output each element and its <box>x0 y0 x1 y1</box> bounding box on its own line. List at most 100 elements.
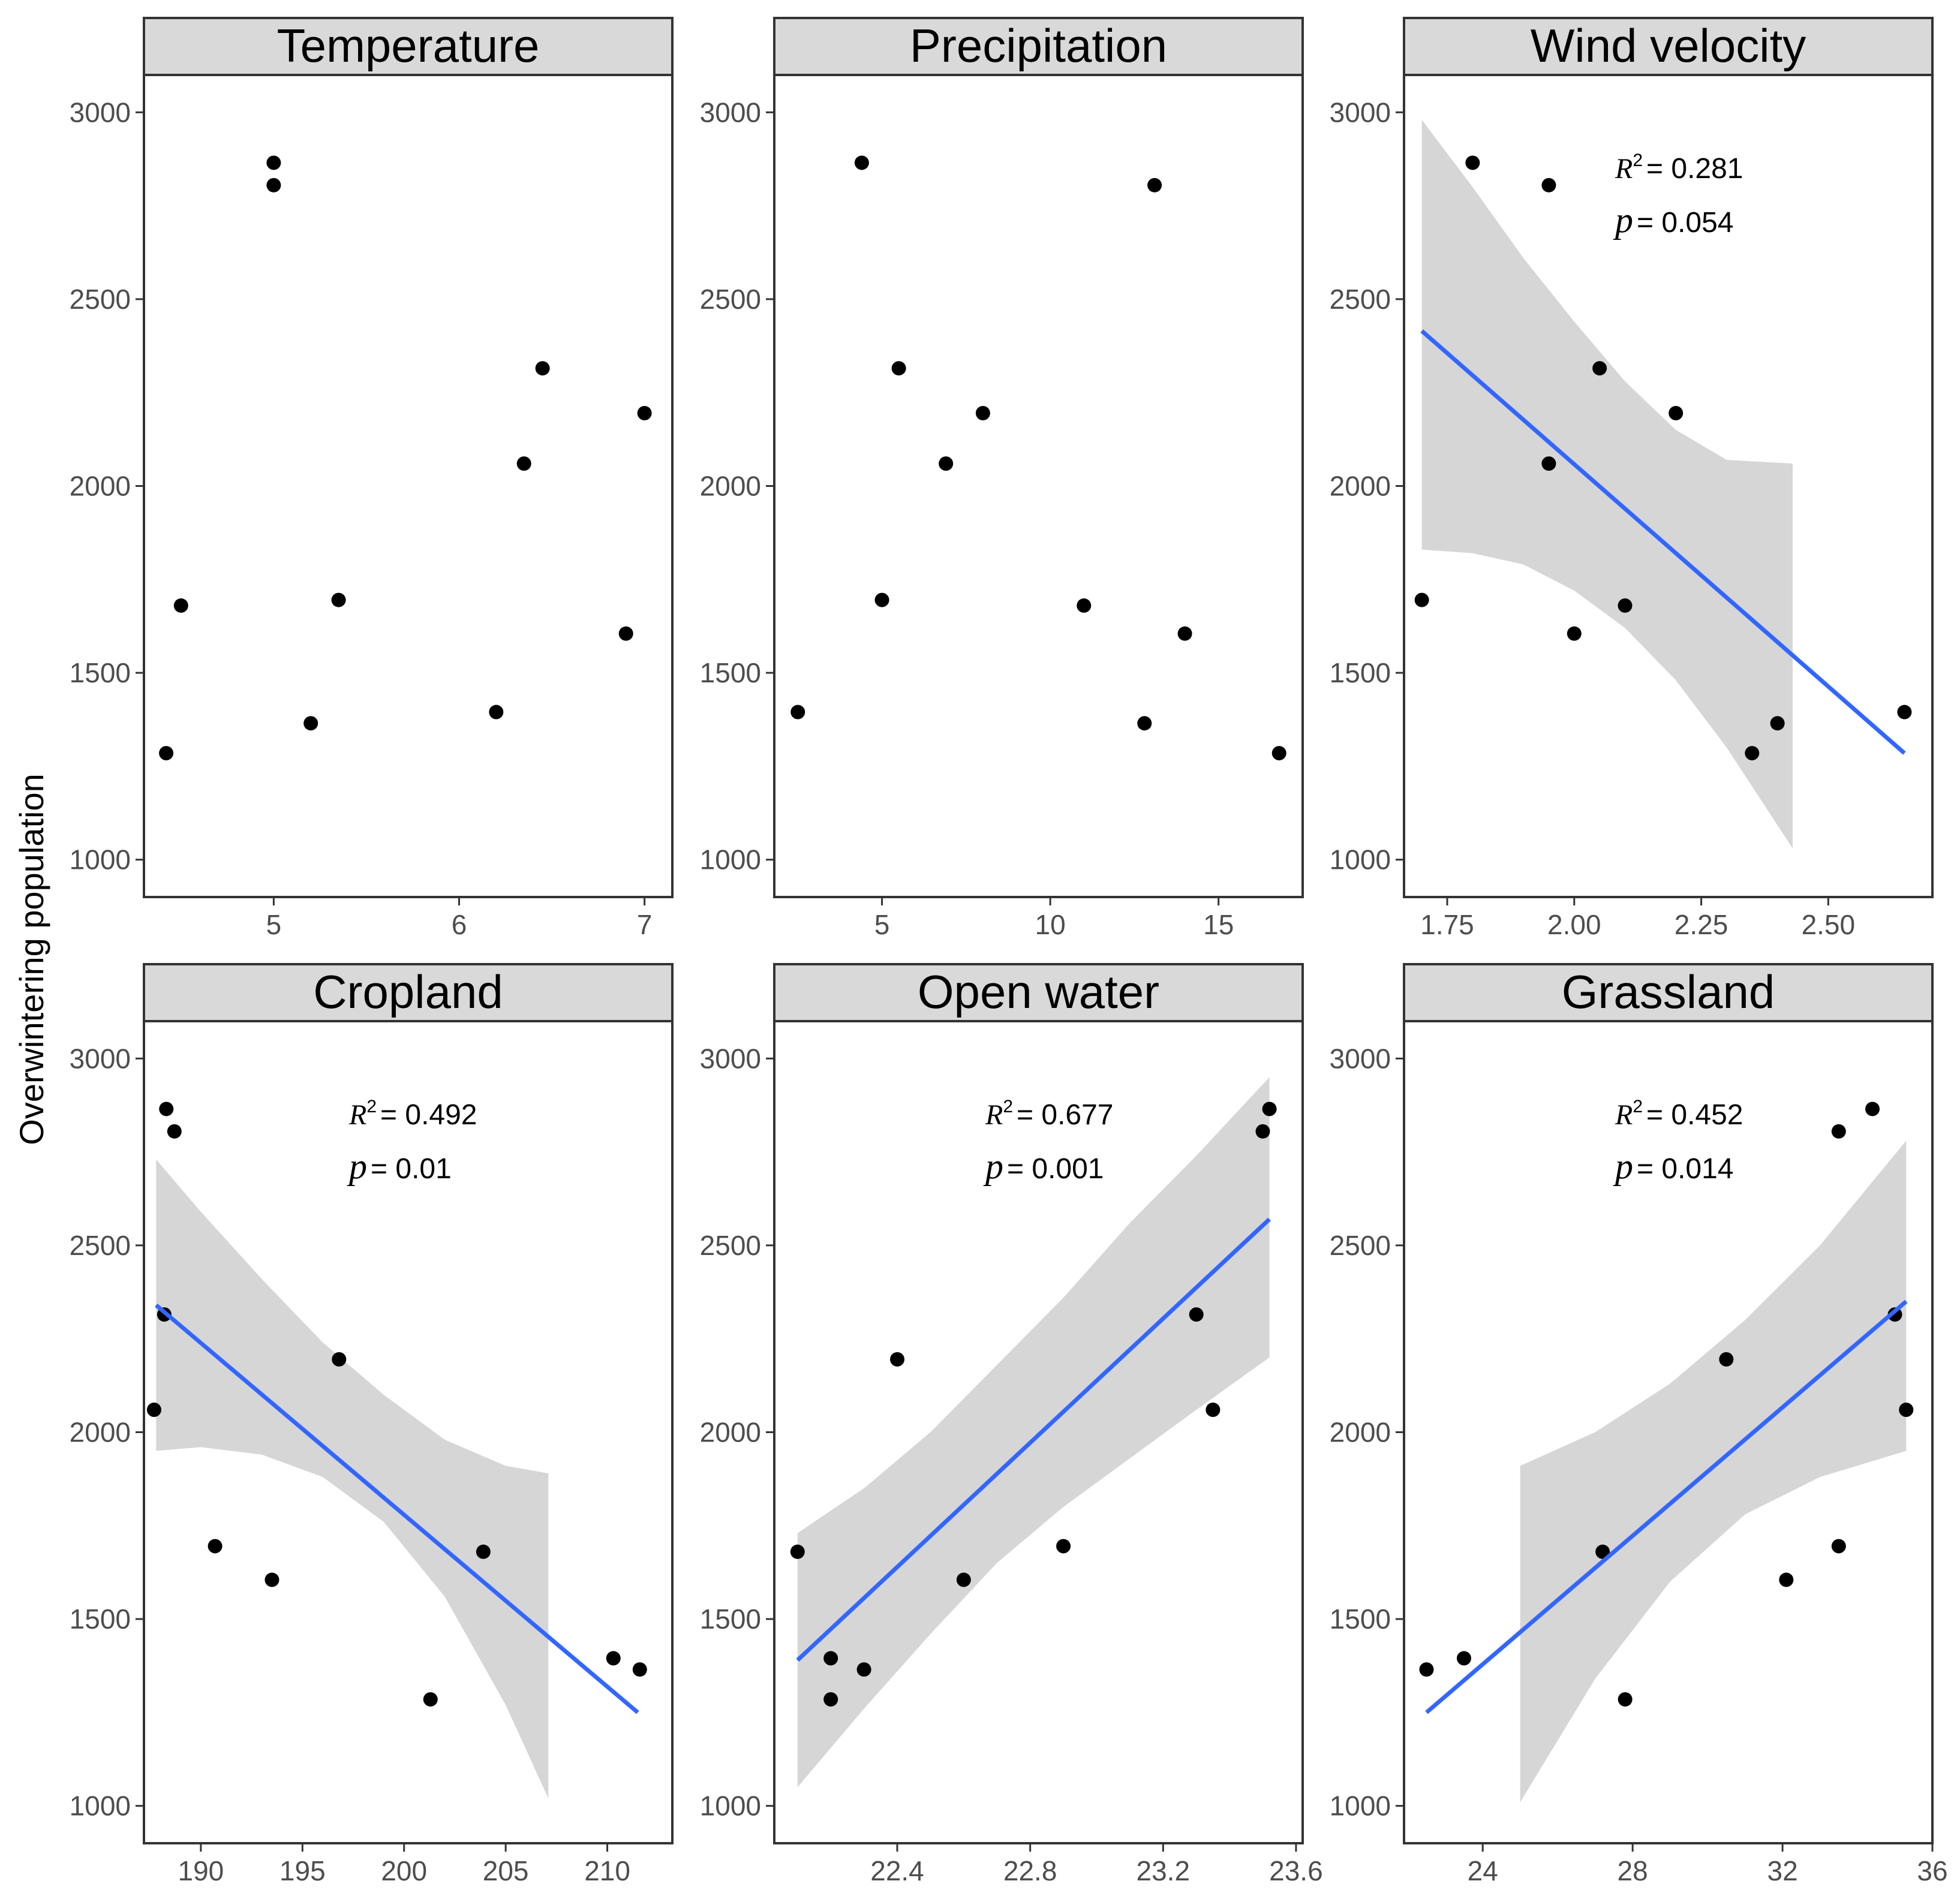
confidence-band <box>1421 119 1793 848</box>
data-point <box>790 1544 805 1559</box>
y-tick-label: 3000 <box>700 97 761 128</box>
confidence-band <box>156 1159 549 1799</box>
x-tick-label: 205 <box>483 1855 529 1886</box>
y-tick-label: 2500 <box>1330 284 1391 315</box>
y-tick-label: 2000 <box>1330 471 1391 502</box>
facet-panel-open-water: Open water 1000 1500 2000 2500 3000 22.4 22.8 23… <box>700 963 1323 1886</box>
data-point <box>1669 405 1684 420</box>
data-point <box>423 1692 438 1707</box>
facet-strip <box>143 17 674 76</box>
data-point <box>1414 592 1429 607</box>
data-point <box>1897 705 1912 720</box>
data-point <box>208 1539 223 1554</box>
data-point <box>1271 746 1286 761</box>
data-point <box>1541 177 1556 192</box>
data-point <box>266 155 281 170</box>
x-tick-label: 190 <box>178 1855 224 1886</box>
y-tick-label: 2000 <box>700 1417 761 1448</box>
regression-line <box>1425 1299 1908 1714</box>
data-point <box>303 716 318 731</box>
facet-panel-grassland: Grassland 1000 1500 2000 2500 3000 24 28 32 36 R2 =… <box>1330 963 1948 1886</box>
data-point <box>331 592 346 607</box>
x-tick-label: 23.6 <box>1269 1855 1323 1886</box>
y-tick-label: 2500 <box>70 284 131 315</box>
data-point <box>1206 1403 1221 1418</box>
data-point <box>1831 1539 1846 1554</box>
y-tick-label: 2000 <box>70 471 131 502</box>
data-point <box>1077 598 1092 613</box>
y-tick-label: 1000 <box>70 1790 131 1822</box>
y-tick-label: 2000 <box>700 471 761 502</box>
data-point <box>1770 716 1785 731</box>
x-tick-label: 6 <box>452 909 467 940</box>
confidence-band <box>1520 1140 1907 1802</box>
x-tick-label: 22.8 <box>1003 1855 1057 1886</box>
x-tick-label: 28 <box>1618 1855 1648 1886</box>
data-point <box>159 746 174 761</box>
y-axis-title: Overwintering population <box>13 774 50 1145</box>
data-point <box>264 1572 279 1587</box>
data-point <box>632 1662 647 1677</box>
data-point <box>606 1651 621 1666</box>
y-tick-label: 3000 <box>1330 1043 1391 1074</box>
x-tick-label: 2.25 <box>1675 909 1728 940</box>
data-point <box>1592 361 1607 376</box>
r-squared-annotation: R2 = 0.677 <box>985 1097 1114 1131</box>
y-tick-label: 2500 <box>70 1230 131 1261</box>
p-value-annotation: p = 0.01 <box>347 1146 452 1186</box>
y-tick-label: 2500 <box>1330 1230 1391 1261</box>
data-point <box>1189 1307 1204 1322</box>
data-point <box>535 361 550 376</box>
data-point <box>1831 1124 1846 1139</box>
x-tick-label: 210 <box>584 1855 630 1886</box>
y-tick-label: 1000 <box>1330 844 1391 875</box>
data-point <box>1745 746 1760 761</box>
x-tick-label: 32 <box>1767 1855 1797 1886</box>
y-tick-label: 2000 <box>1330 1417 1391 1448</box>
data-point <box>1177 626 1192 641</box>
data-point <box>1779 1572 1794 1587</box>
x-tick-label: 200 <box>381 1855 427 1886</box>
y-tick-label: 1500 <box>70 657 131 688</box>
data-point <box>939 456 954 471</box>
x-tick-label: 2.50 <box>1802 909 1856 940</box>
x-tick-label: 5 <box>266 909 282 940</box>
data-point <box>1255 1124 1270 1139</box>
data-point <box>516 456 531 471</box>
x-tick-label: 22.4 <box>870 1855 924 1886</box>
y-tick-label: 1500 <box>1330 657 1391 688</box>
y-tick-label: 1500 <box>70 1603 131 1635</box>
data-point <box>823 1692 838 1707</box>
facet-title: Wind velocity <box>1531 19 1806 72</box>
y-tick-label: 3000 <box>70 1043 131 1074</box>
data-point <box>790 705 805 720</box>
data-point <box>489 705 504 720</box>
data-point <box>1618 1692 1633 1707</box>
y-tick-label: 1000 <box>700 1790 761 1822</box>
y-tick-label: 2500 <box>700 284 761 315</box>
data-point <box>1056 1539 1071 1554</box>
y-tick-label: 1000 <box>70 844 131 875</box>
x-tick-label: 2.00 <box>1547 909 1601 940</box>
data-point <box>1865 1102 1880 1116</box>
r-squared-annotation: R2 = 0.452 <box>1615 1097 1743 1131</box>
data-point <box>1541 456 1556 471</box>
y-tick-label: 2500 <box>700 1230 761 1261</box>
data-point <box>891 361 906 376</box>
p-value-annotation: p = 0.054 <box>1613 200 1733 240</box>
data-point <box>1147 177 1162 192</box>
r-squared-annotation: R2 = 0.281 <box>1615 151 1743 185</box>
data-point <box>146 1403 161 1418</box>
facet-strip <box>1403 963 1934 1022</box>
x-tick-label: 36 <box>1917 1855 1947 1886</box>
p-value-annotation: p = 0.014 <box>1613 1146 1733 1186</box>
y-tick-label: 1000 <box>700 844 761 875</box>
y-tick-label: 1000 <box>1330 1790 1391 1822</box>
p-value-annotation: p = 0.001 <box>983 1146 1104 1186</box>
facet-title: Grassland <box>1562 965 1775 1018</box>
confidence-band <box>797 1077 1270 1787</box>
y-tick-label: 1500 <box>700 657 761 688</box>
data-point <box>637 405 652 420</box>
y-tick-label: 1500 <box>700 1603 761 1635</box>
